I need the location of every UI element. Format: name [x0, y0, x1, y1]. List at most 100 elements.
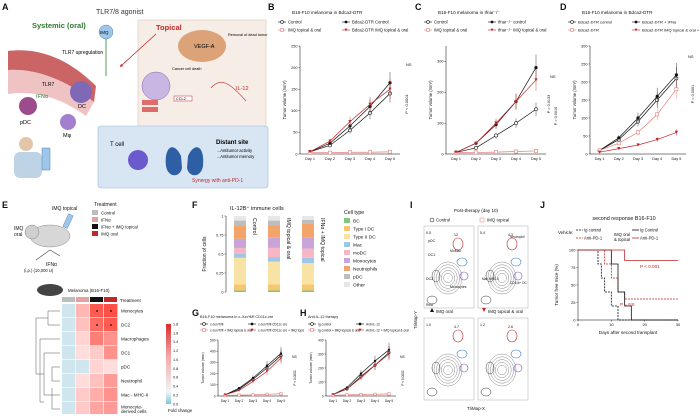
panel-c-letter: C [415, 2, 422, 12]
heatmap-cell [90, 402, 104, 414]
x-tick-label: Day 4 [371, 399, 380, 403]
x-tick-label: Day 3 [357, 399, 366, 403]
x-tick-label: Day 2 [325, 157, 335, 161]
panel-f-letter: F [192, 200, 198, 210]
bar-segment [302, 216, 314, 220]
y-tick-label: 500 [210, 338, 216, 342]
panel-e-letter: E [2, 200, 9, 210]
legend-label: Monocytes [353, 259, 377, 265]
y-tick-label: 50 [583, 134, 587, 138]
data-point [237, 393, 241, 397]
data-point [617, 147, 621, 151]
legend-swatch [344, 226, 350, 231]
colorbar [166, 324, 171, 404]
panel-a-figure: TLR7/8 agonist Systemic (oral) Topical p… [8, 6, 269, 189]
melanoma-icon [37, 284, 63, 296]
heatmap-cell [104, 374, 118, 388]
cell-label: Rest [426, 303, 433, 307]
treatment-heading: Treatment [94, 202, 117, 208]
contour [433, 353, 463, 387]
y-tick-label: 0 [441, 152, 443, 156]
bar-segment [234, 220, 246, 226]
heatmap-row-label: Neutrophil [121, 379, 142, 384]
x-tick-label: Day 5 [531, 157, 541, 161]
legend-label: Bdca2-DTR IMQ topical & oral [352, 27, 408, 32]
pdc-cell [19, 97, 37, 115]
series-line [455, 79, 537, 153]
bar-segment [302, 257, 314, 264]
gate-neutrophil [506, 329, 518, 343]
heatmap-cell [104, 388, 118, 402]
legend-label: IMQ topical [487, 218, 509, 223]
x-tick-label: Day 5 [671, 157, 681, 161]
legend-label: Ifnar⁻/⁻ IMQ topical & oral [498, 27, 546, 32]
annotation: NS [688, 54, 694, 59]
imq-oral-label-2: oral [14, 232, 22, 238]
legend-label: c-Jun^fl/fl [210, 322, 224, 326]
y-tick-label: 0.5 [218, 252, 223, 256]
heatmap-treatment-label: Treatment [120, 298, 141, 303]
y-axis-label: Tumor volume (mm³) [309, 352, 313, 384]
gate-value: 4.7 [454, 325, 459, 329]
legend-label: Anti-IL-12 [366, 322, 380, 326]
data-point [490, 28, 494, 32]
contour [492, 359, 512, 381]
heatmap-cell [62, 374, 76, 388]
legend-swatch [344, 282, 350, 287]
legend-swatch [344, 242, 350, 247]
svg-text:Cancer cell death: Cancer cell death [172, 67, 202, 71]
contour [443, 273, 453, 283]
heatmap-row-label: Mac - MHC-II [121, 393, 148, 398]
svg-text:Removal of dead tumor: Removal of dead tumor [228, 33, 268, 37]
bar-segment [302, 219, 314, 224]
data-point [474, 141, 478, 145]
cell-label: Mac MHC-II [482, 277, 499, 281]
chart-title: B16-F10 melanoma in Bdca2-DTR [292, 10, 363, 15]
heatmap-cell [62, 388, 76, 402]
legend-label: Anti-PD-1 [640, 236, 659, 241]
data-point [474, 150, 478, 155]
dose-label: (i.p.) (10,000 U) [24, 268, 54, 273]
contour [436, 356, 460, 384]
data-point [368, 102, 372, 106]
panel-i: Post-therapy (day 10) Control IMQ topical 0… [413, 208, 529, 411]
y-tick-label: 400 [210, 350, 216, 354]
significance-dot [96, 310, 98, 312]
legend-label: Bdca2-DTR IMQ topical & oral + IFNα [642, 27, 700, 32]
data-point [279, 356, 283, 360]
data-point [426, 20, 430, 24]
data-point [494, 133, 498, 138]
bar-segment [234, 238, 246, 248]
panel-d-letter: D [560, 2, 567, 12]
x-tick-label: Day 1 [595, 157, 605, 161]
x-axis-label: Days after second transplant [599, 330, 658, 335]
contour [490, 356, 514, 384]
data-point [388, 149, 392, 154]
bar-segment [234, 225, 246, 239]
contour [487, 261, 517, 295]
column-header-swatch [90, 297, 103, 302]
legend-label: Bdca2-DTR control [578, 19, 612, 24]
legend-label: Ig control [318, 322, 331, 326]
gate-rest [480, 387, 492, 397]
contour [441, 362, 455, 378]
data-point [348, 120, 352, 124]
bar-segment [234, 216, 246, 221]
chart-title: Anti-IL-12 therapy [308, 315, 338, 319]
heatmap-cell [76, 304, 90, 318]
data-point [454, 150, 458, 155]
legend-label: c-Jun^fl/fl CD11c-cre [258, 322, 287, 326]
data-point [534, 78, 538, 82]
data-point [345, 387, 349, 391]
heatmap-cell [90, 374, 104, 388]
legend-label: IMQ topical & oral [288, 27, 321, 32]
y-tick-label: 100 [318, 380, 324, 384]
gate-rest [480, 295, 492, 305]
legend-label: moDC [353, 251, 367, 257]
panel-a-letter: A [2, 2, 9, 12]
x-tick-label: 0 [577, 322, 580, 327]
panel-g-letter: G [192, 308, 200, 318]
gate-rest [426, 387, 438, 397]
series-line [455, 67, 537, 153]
imq-group-label: IMQ oral [614, 232, 630, 237]
